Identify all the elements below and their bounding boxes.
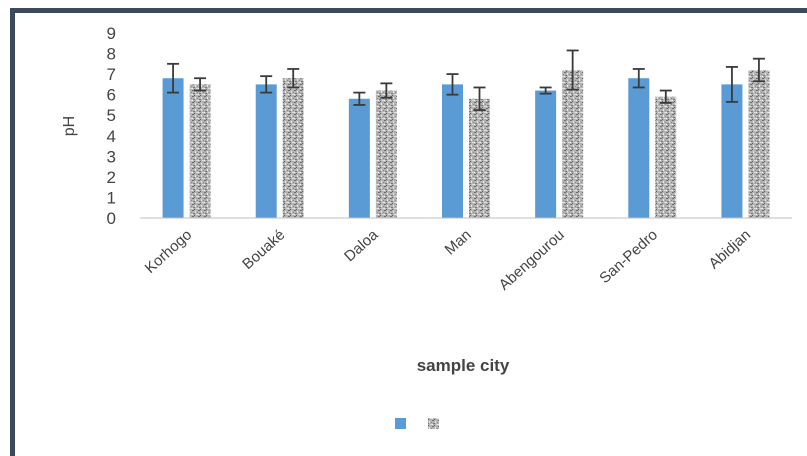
error-bar [752,57,765,83]
bar-series1-abidjan [721,84,743,218]
bar-series1-bouak [255,84,277,218]
x-category-label: Man [442,226,475,258]
error-bar [539,86,552,95]
y-tick-label: 7 [107,65,116,84]
legend [395,418,439,429]
y-tick-label: 6 [107,86,116,105]
x-category-label: Bouaké [239,226,288,273]
y-tick-label: 2 [107,168,116,187]
y-tick-label: 8 [107,45,116,64]
x-category-label: San-Pedro [596,226,661,287]
y-axis-title: pH [61,116,78,136]
error-bar [287,68,300,89]
y-tick-label: 3 [107,147,116,166]
y-tick-label: 5 [107,106,116,125]
bar-series2-korhogo [189,84,211,218]
error-bar [632,68,645,89]
bar-series1-korhogo [162,78,184,218]
x-category-label: Abidjan [706,226,755,272]
error-bar [260,75,273,94]
bar-series1-man [442,84,463,218]
error-bar [566,49,579,91]
y-tick-label: 4 [107,127,116,146]
error-bar [353,91,366,106]
x-category-label: Daloa [341,226,382,265]
x-axis-title: sample city [417,356,510,375]
y-tick-label: 0 [107,209,116,228]
bar-series1-abengourou [535,90,557,218]
bar-series2-sanpedro [655,96,677,218]
bar-series2-daloa [375,90,397,218]
bar-series2-abengourou [562,70,584,218]
y-tick-label: 1 [107,188,116,207]
legend-swatch-2 [428,418,439,429]
error-bar [194,77,207,92]
chart-frame [10,8,807,456]
error-bar [446,73,459,96]
error-bar [167,62,180,94]
bar-series2-man [469,98,490,218]
bar-series2-abidjan [748,70,770,218]
error-bar [725,66,738,103]
bar-series1-daloa [348,98,370,218]
bar-series1-sanpedro [628,78,650,218]
bar-series2-bouak [282,78,304,218]
x-category-label: Abengourou [496,226,568,293]
error-bar [659,89,672,104]
x-category-label: Korhogo [142,226,196,277]
y-tick-label: 9 [107,24,116,43]
legend-swatch-1 [395,418,406,429]
error-bar [380,82,393,99]
error-bar [473,86,486,111]
